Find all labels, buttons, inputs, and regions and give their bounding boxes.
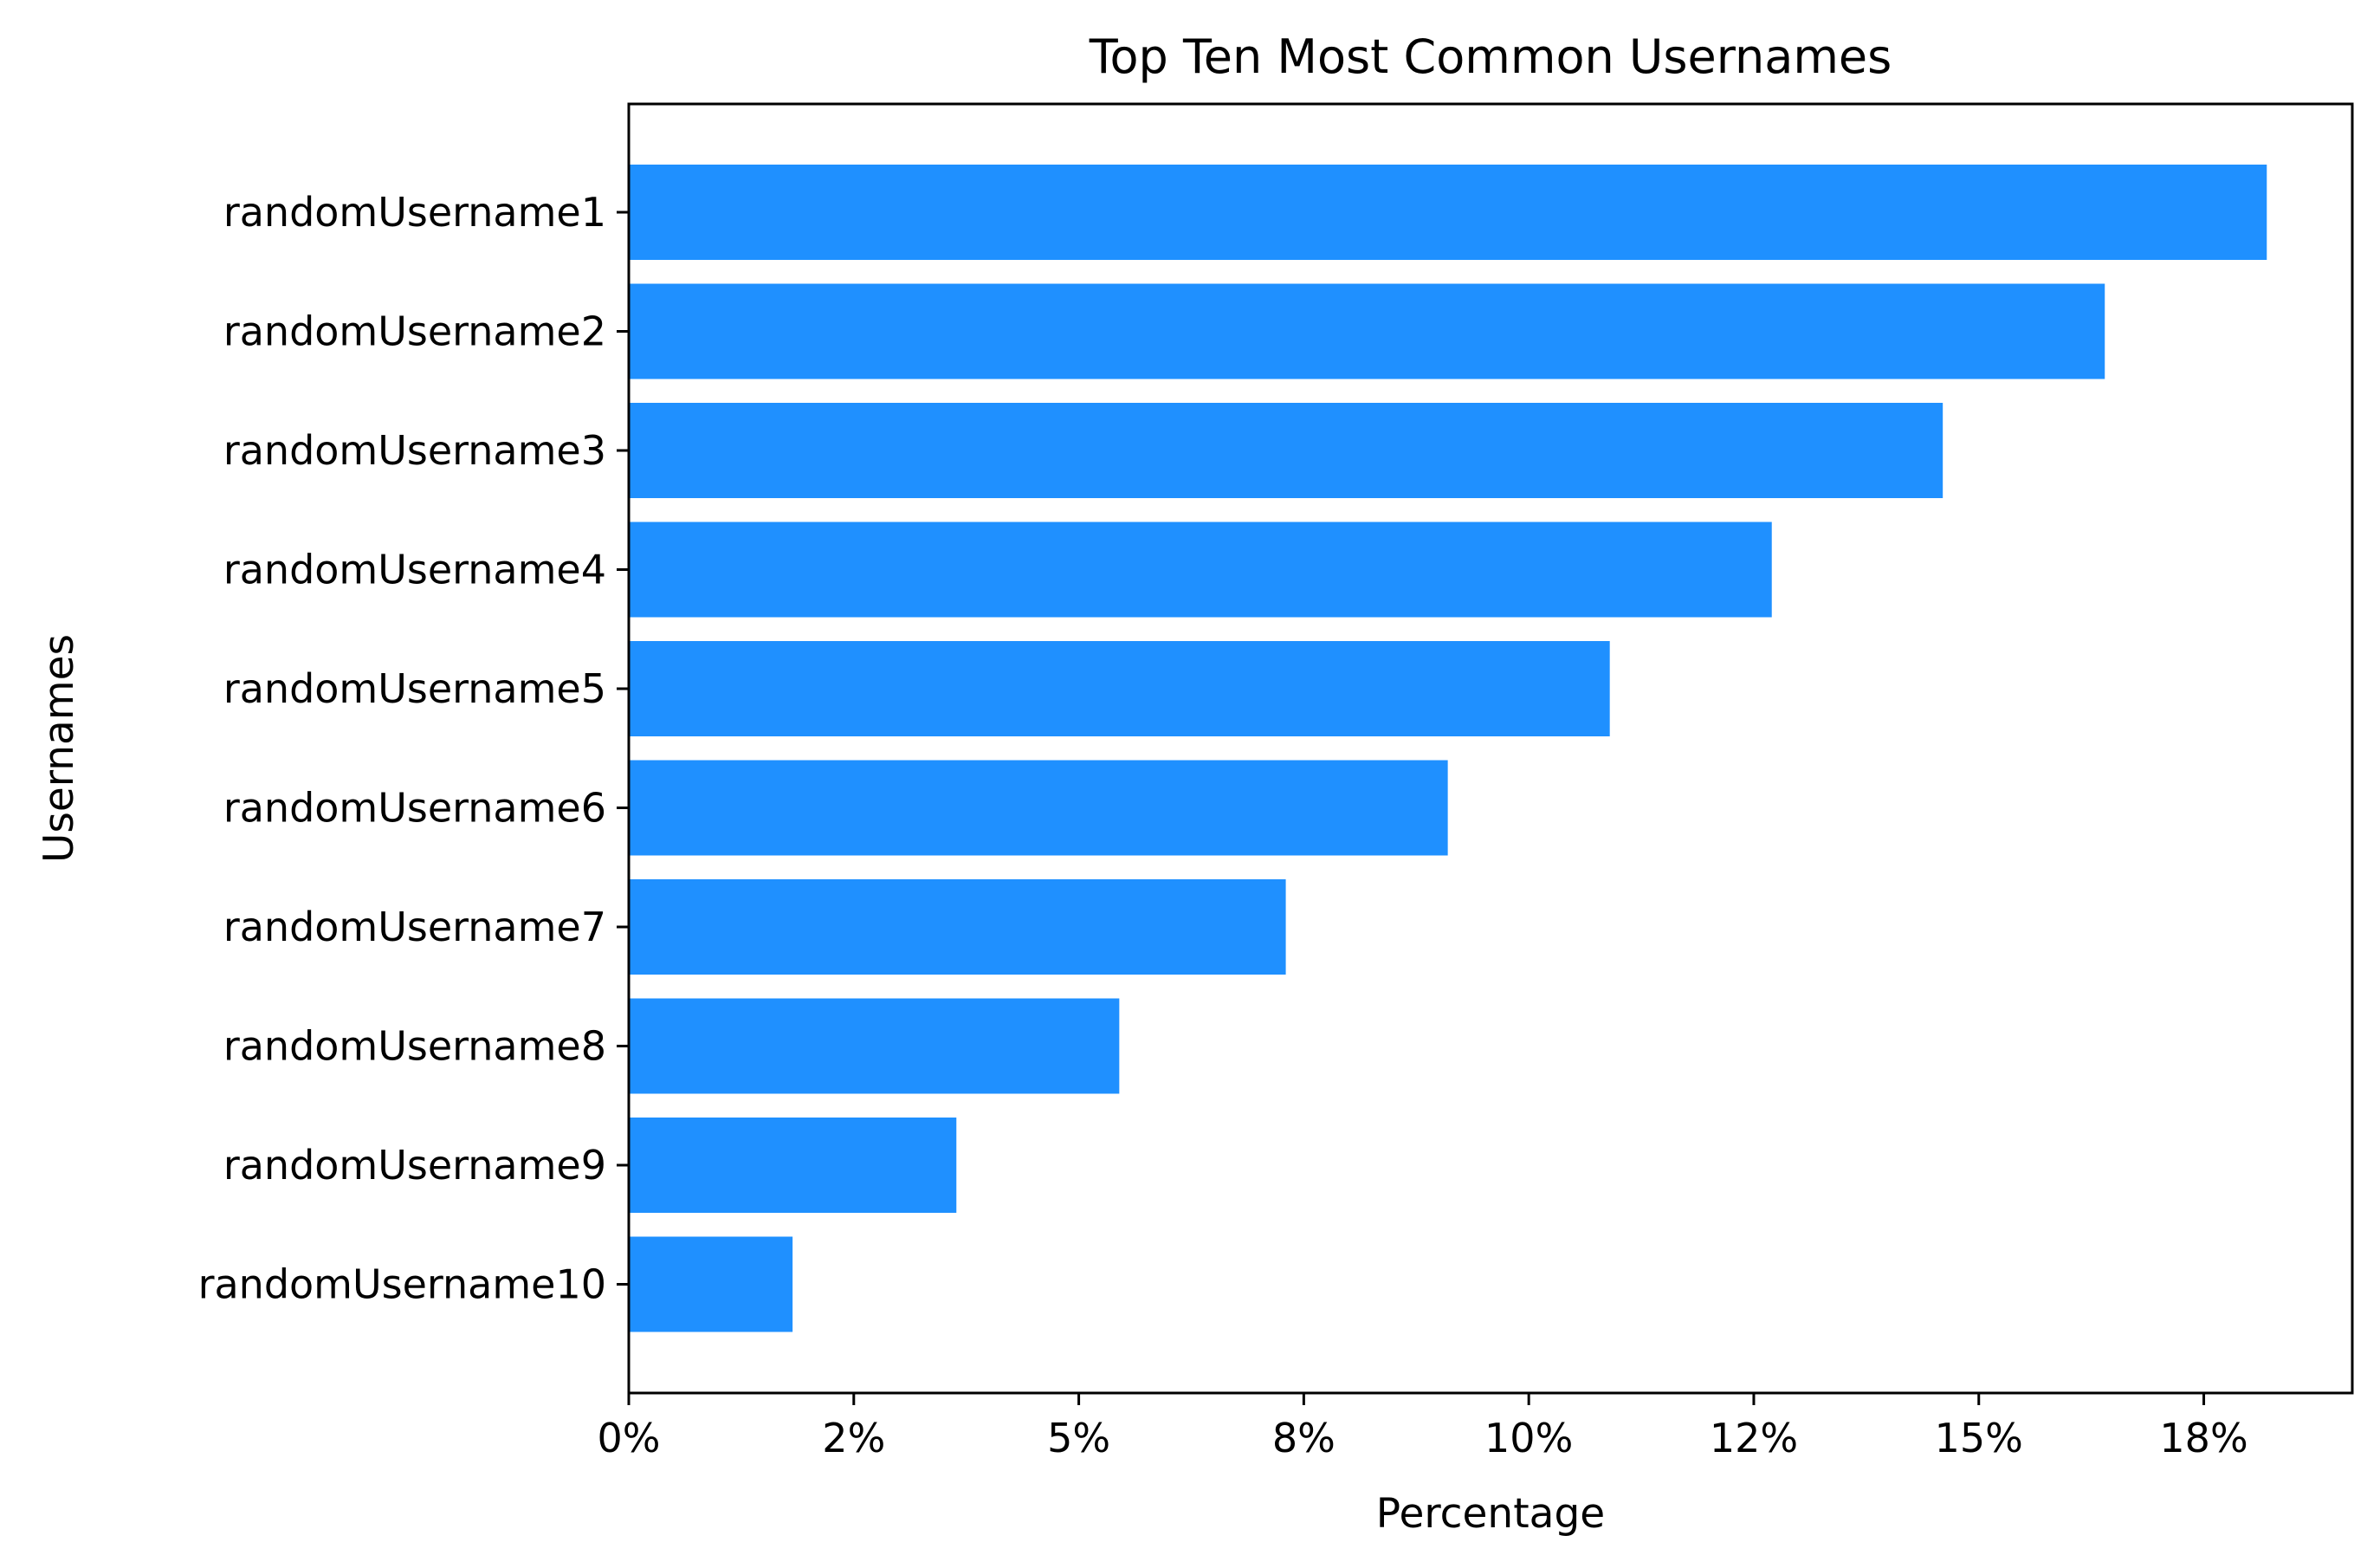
bar-randomUsername4 xyxy=(629,522,1772,618)
y-tick-label: randomUsername3 xyxy=(223,427,606,474)
y-tick-label: randomUsername1 xyxy=(223,189,606,236)
bar-randomUsername9 xyxy=(629,1118,957,1213)
x-tick-label: 10% xyxy=(1484,1415,1573,1461)
x-tick-label: 8% xyxy=(1272,1415,1336,1461)
x-tick-label: 15% xyxy=(1935,1415,2023,1461)
x-tick-label: 5% xyxy=(1047,1415,1110,1461)
y-tick-label: randomUsername2 xyxy=(223,308,606,355)
bar-randomUsername6 xyxy=(629,760,1448,856)
y-tick-label: randomUsername7 xyxy=(223,904,606,950)
y-tick-label: randomUsername4 xyxy=(223,547,606,593)
y-axis-label: Usernames xyxy=(36,634,83,863)
x-axis-ticks: 0% 2% 5% 8% 10% 12% 15% 18% xyxy=(598,1393,2248,1461)
bar-randomUsername7 xyxy=(629,879,1286,975)
y-tick-label: randomUsername6 xyxy=(223,785,606,832)
chart-title: Top Ten Most Common Usernames xyxy=(1089,29,1892,84)
bar-randomUsername2 xyxy=(629,283,2105,379)
y-tick-label: randomUsername10 xyxy=(198,1261,606,1308)
x-tick-label: 0% xyxy=(598,1415,661,1461)
y-tick-label: randomUsername9 xyxy=(223,1142,606,1189)
bar-randomUsername1 xyxy=(629,165,2267,260)
x-tick-label: 2% xyxy=(822,1415,885,1461)
bar-randomUsername10 xyxy=(629,1236,793,1332)
bar-randomUsername3 xyxy=(629,403,1943,498)
y-tick-label: randomUsername5 xyxy=(223,665,606,712)
y-tick-label: randomUsername8 xyxy=(223,1023,606,1070)
plot-frame xyxy=(627,102,2354,1395)
bars-group xyxy=(629,165,2267,1332)
y-axis-ticks: randomUsername1 randomUsername2 randomUser… xyxy=(198,189,629,1308)
x-axis-label: Percentage xyxy=(1376,1490,1605,1538)
x-tick-label: 18% xyxy=(2159,1415,2247,1461)
bar-randomUsername5 xyxy=(629,641,1610,736)
bar-randomUsername8 xyxy=(629,998,1120,1094)
x-tick-label: 12% xyxy=(1710,1415,1798,1461)
